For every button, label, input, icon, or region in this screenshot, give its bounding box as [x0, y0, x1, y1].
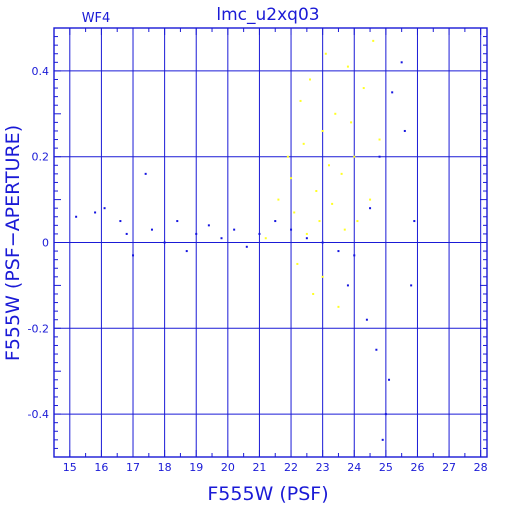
x-tick-label: 16 [94, 461, 108, 474]
data-point [321, 129, 324, 132]
data-point [369, 207, 372, 210]
data-point [413, 220, 416, 223]
data-point [195, 232, 198, 235]
data-point [343, 228, 346, 231]
x-tick-label: 27 [442, 461, 456, 474]
x-tick-label: 24 [347, 461, 361, 474]
data-point [315, 190, 318, 193]
data-point [293, 211, 296, 214]
data-point [331, 202, 334, 205]
data-point [176, 220, 179, 223]
data-point [258, 232, 261, 235]
x-tick-label: 23 [316, 461, 330, 474]
data-point [321, 241, 324, 244]
x-tick-label: 19 [189, 461, 203, 474]
data-point [299, 99, 302, 102]
series-blue-points [75, 61, 416, 441]
data-point [403, 129, 406, 132]
data-point [378, 138, 381, 141]
data-point [362, 87, 365, 90]
panel-label: WF4 [82, 11, 111, 26]
data-point [290, 177, 293, 180]
data-point [381, 438, 384, 441]
x-tick-label: 18 [158, 461, 172, 474]
data-point [309, 78, 312, 81]
data-point [372, 39, 375, 42]
data-point [75, 215, 78, 218]
data-point [353, 155, 356, 158]
x-tick-labels: 15 16 17 18 19 20 21 22 23 24 25 26 27 28 [63, 461, 488, 474]
data-point [132, 254, 135, 257]
data-point [353, 254, 356, 257]
data-point [369, 198, 372, 201]
grid-lines [54, 28, 487, 457]
data-point [302, 142, 305, 145]
x-tick-label: 21 [252, 461, 266, 474]
x-tick-label: 25 [379, 461, 393, 474]
y-axis-label: F555W (PSF−APERTURE) [2, 125, 24, 361]
data-point [163, 241, 166, 244]
x-tick-label: 28 [474, 461, 488, 474]
x-tick-label: 22 [284, 461, 298, 474]
x-tick-label: 20 [221, 461, 235, 474]
data-point [318, 220, 321, 223]
y-tick-label: 0.4 [32, 65, 50, 78]
y-tick-label: -0.2 [28, 322, 49, 335]
data-point [346, 65, 349, 68]
series-yellow-points [264, 39, 381, 308]
x-tick-label: 15 [63, 461, 77, 474]
data-point [125, 232, 128, 235]
data-point [233, 228, 236, 231]
data-point [350, 121, 353, 124]
y-tick-label: -0.4 [28, 408, 49, 421]
data-point [375, 348, 378, 351]
chart-title: lmc_u2xq03 [216, 5, 319, 25]
data-point [388, 378, 391, 381]
data-point [296, 262, 299, 265]
data-point [346, 284, 349, 287]
x-tick-label: 26 [410, 461, 424, 474]
data-point [207, 224, 210, 227]
data-point [365, 318, 368, 321]
data-point [94, 211, 97, 214]
data-point [356, 220, 359, 223]
data-point [290, 228, 293, 231]
data-point [286, 155, 289, 158]
data-point [334, 112, 337, 115]
x-tick-label: 17 [126, 461, 140, 474]
y-tick-labels: -0.4 -0.2 0 0.2 0.4 [28, 65, 49, 421]
x-axis-label: F555W (PSF) [207, 483, 328, 505]
data-point [150, 228, 153, 231]
data-point [144, 172, 147, 175]
y-tick-label: 0 [42, 237, 49, 250]
data-point [337, 250, 340, 253]
data-point [245, 245, 248, 248]
data-point [324, 52, 327, 55]
data-point [305, 232, 308, 235]
data-point [337, 305, 340, 308]
data-point [391, 91, 394, 94]
y-tick-label: 0.2 [32, 151, 50, 164]
data-point [340, 172, 343, 175]
data-point [185, 250, 188, 253]
data-point [103, 207, 106, 210]
data-point [378, 155, 381, 158]
data-point [410, 284, 413, 287]
data-point [274, 220, 277, 223]
tick-marks [54, 28, 487, 457]
data-point [327, 164, 330, 167]
data-point [305, 237, 308, 240]
data-point [277, 198, 280, 201]
data-point [400, 61, 403, 64]
data-point [321, 275, 324, 278]
data-point [264, 237, 267, 240]
data-point [312, 292, 315, 295]
data-point [220, 237, 223, 240]
data-point [119, 220, 122, 223]
data-point [384, 413, 387, 416]
